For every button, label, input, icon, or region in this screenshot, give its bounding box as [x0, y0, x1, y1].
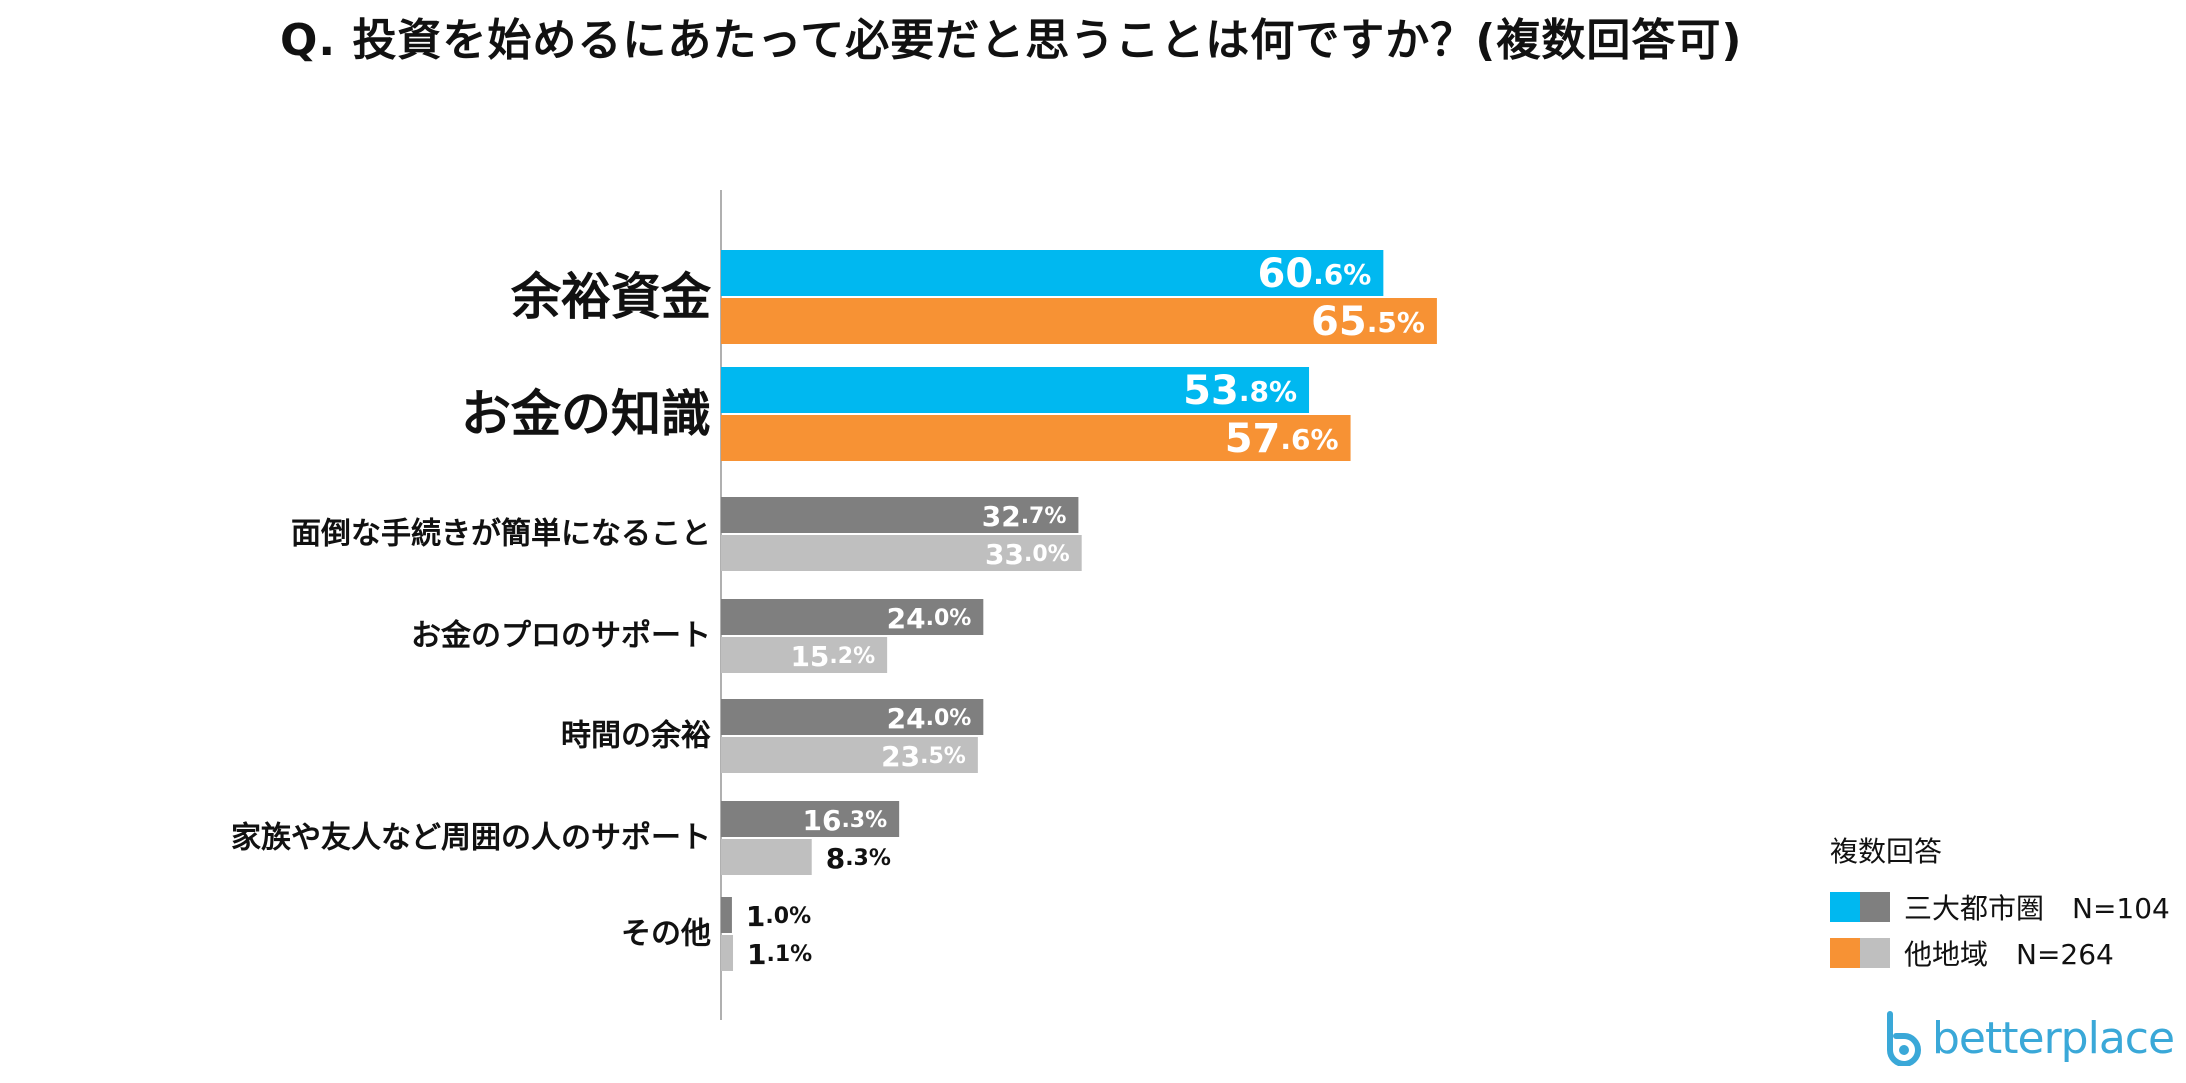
bar-other [721, 637, 888, 673]
value-label: 23.5% [881, 740, 966, 773]
bar-metro [721, 699, 984, 735]
bar-other [721, 737, 978, 773]
value-label: 1.0% [746, 900, 811, 933]
betterplace-logo: betterplace [1882, 1010, 2175, 1066]
value-label: 33.0% [985, 538, 1070, 571]
category-label: お金のプロのサポート [411, 619, 711, 654]
bar-metro [721, 599, 984, 635]
legend-item-other: 他地域 N=264 [1830, 930, 2170, 976]
category-label: 家族や友人など周囲の人のサポート [231, 821, 711, 856]
bar-metro [721, 497, 1079, 533]
value-label: 65.5% [1311, 299, 1425, 345]
logo-mark-icon [1887, 1011, 1921, 1066]
bar-other [721, 535, 1082, 571]
bar-metro [721, 367, 1310, 413]
legend-label-metro: 三大都市圏 N=104 [1904, 892, 2170, 925]
legend: 複数回答 三大都市圏 N=104 他地域 N=264 [1830, 830, 2170, 976]
value-label: 53.8% [1183, 368, 1297, 414]
category-label: 余裕資金 [510, 268, 712, 326]
value-label: 15.2% [790, 640, 875, 673]
bar-metro [721, 250, 1384, 296]
legend-item-metro: 三大都市圏 N=104 [1830, 884, 2170, 930]
bar-other [721, 839, 812, 875]
bar-metro [721, 897, 732, 933]
legend-swatch-other-highlight [1830, 938, 1860, 968]
value-label: 24.0% [887, 602, 972, 635]
category-label: 時間の余裕 [561, 719, 711, 754]
bar-other [721, 415, 1351, 461]
bar-other [721, 298, 1437, 344]
category-label: その他 [621, 917, 711, 952]
value-label: 32.7% [982, 500, 1067, 533]
bar-metro [721, 801, 900, 837]
value-label: 24.0% [887, 702, 972, 735]
value-label: 60.6% [1257, 251, 1371, 297]
bar-other [721, 935, 734, 971]
value-label: 8.3% [826, 842, 891, 875]
category-label: 面倒な手続きが簡単になること [291, 517, 711, 552]
legend-swatch-metro-gray [1860, 892, 1890, 922]
value-label: 1.1% [747, 938, 812, 971]
value-label: 57.6% [1225, 416, 1339, 462]
logo-text: betterplace [1932, 1012, 2175, 1064]
legend-title: 複数回答 [1830, 835, 1943, 868]
legend-swatch-other-gray [1860, 938, 1890, 968]
chart-title: Q. 投資を始めるにあたって必要だと思うことは何ですか？(複数回答可) [280, 15, 1743, 66]
legend-swatch-metro-highlight [1830, 892, 1860, 922]
category-label: お金の知識 [461, 385, 711, 443]
value-label: 16.3% [802, 804, 887, 837]
legend-label-other: 他地域 N=264 [1904, 938, 2114, 971]
